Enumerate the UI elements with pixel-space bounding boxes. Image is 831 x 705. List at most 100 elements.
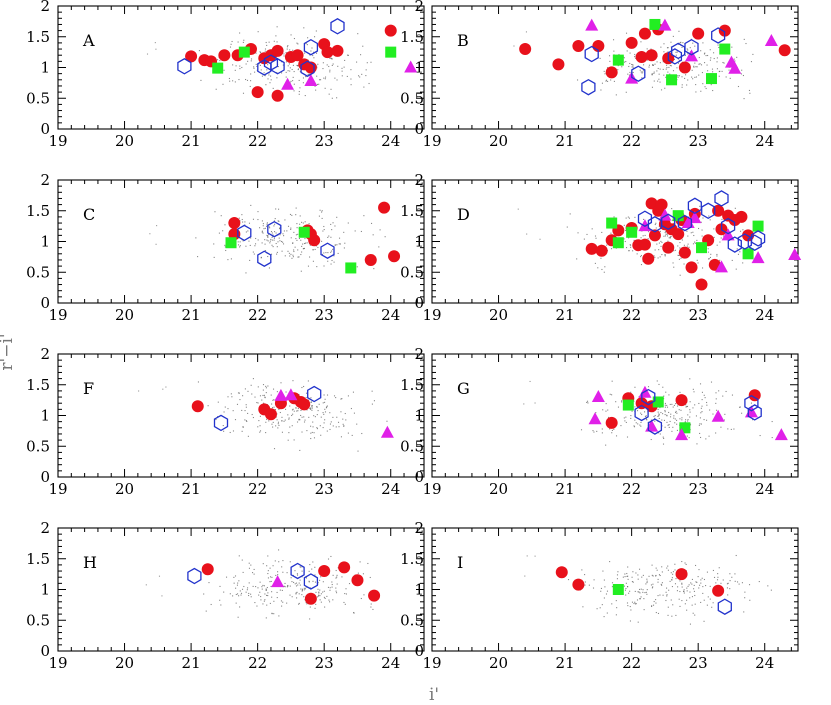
background-dot xyxy=(635,603,637,605)
background-dot xyxy=(291,414,293,417)
background-dot xyxy=(241,559,243,561)
data-point-square xyxy=(606,217,618,229)
background-dot xyxy=(309,407,311,409)
background-dot xyxy=(665,391,667,393)
background-dot xyxy=(605,444,607,446)
background-dot xyxy=(246,79,249,81)
background-dot xyxy=(642,589,644,591)
background-dot xyxy=(646,48,648,50)
background-dot xyxy=(308,399,310,401)
background-dot xyxy=(584,584,586,586)
data-point-hexagon xyxy=(584,45,599,63)
background-dot xyxy=(320,601,322,603)
series-hexagon xyxy=(177,18,345,77)
background-dot xyxy=(324,411,327,413)
background-dot xyxy=(277,427,279,429)
background-dot xyxy=(622,576,624,578)
background-dot xyxy=(665,233,667,235)
background-dot xyxy=(718,567,720,569)
background-dot xyxy=(653,600,655,603)
background-dot xyxy=(319,599,321,601)
background-dot xyxy=(661,584,663,586)
background-dot xyxy=(219,585,221,587)
background-dot xyxy=(271,423,273,425)
background-dot xyxy=(281,605,283,607)
x-tick-label: 21 xyxy=(182,654,201,672)
background-dot xyxy=(343,247,345,249)
background-dot xyxy=(686,84,688,86)
background-dot xyxy=(293,581,295,584)
background-dot xyxy=(666,47,669,49)
background-dot xyxy=(663,51,665,53)
background-dot xyxy=(707,70,709,72)
data-point-triangle xyxy=(585,18,599,31)
background-dot xyxy=(210,603,212,606)
background-dot xyxy=(240,594,242,596)
background-dot xyxy=(322,68,324,70)
data-point-circle xyxy=(675,394,688,407)
background-dot xyxy=(275,232,277,234)
background-dot xyxy=(257,31,259,33)
y-tick-label: 1 xyxy=(40,233,50,251)
background-dot xyxy=(271,244,273,246)
background-dot xyxy=(634,603,637,605)
background-dot xyxy=(743,38,745,40)
background-dot xyxy=(292,80,294,82)
background-dot xyxy=(290,80,292,82)
background-dot xyxy=(602,570,604,572)
background-dot xyxy=(203,593,205,595)
background-dot xyxy=(329,601,331,603)
background-dot xyxy=(318,83,320,85)
background-dot xyxy=(690,582,692,584)
background-dot xyxy=(305,602,307,604)
background-dot xyxy=(309,244,311,246)
background-dot xyxy=(250,58,253,60)
background-dot xyxy=(705,438,707,440)
background-dot xyxy=(343,601,345,604)
background-dot xyxy=(241,430,243,432)
background-dot xyxy=(298,90,300,93)
background-dot xyxy=(344,412,346,415)
background-dot xyxy=(215,88,217,90)
background-dot xyxy=(289,255,291,257)
background-dot xyxy=(265,588,267,590)
x-tick-label: 24 xyxy=(755,132,774,150)
y-tick-label: 2 xyxy=(414,171,424,189)
background-dot xyxy=(623,224,625,226)
background-dot xyxy=(337,252,339,254)
background-dot xyxy=(200,79,202,81)
background-dot xyxy=(706,419,708,421)
background-dot xyxy=(316,427,318,429)
background-dot xyxy=(626,50,628,52)
background-dot xyxy=(613,80,615,82)
background-dot xyxy=(330,223,332,225)
background-dot xyxy=(591,228,593,230)
background-dot xyxy=(304,52,306,54)
background-dot xyxy=(323,422,325,424)
background-dot xyxy=(300,239,302,241)
background-dot xyxy=(329,423,332,425)
background-dot xyxy=(629,71,631,73)
background-dot xyxy=(313,432,315,434)
background-dot xyxy=(322,402,324,404)
background-dot xyxy=(266,239,268,241)
background-dot xyxy=(362,45,364,47)
background-dot xyxy=(634,419,636,421)
background-dot xyxy=(676,67,678,69)
background-dot xyxy=(246,420,248,423)
background-dot xyxy=(662,386,664,388)
background-dot xyxy=(663,437,665,440)
background-dot xyxy=(701,405,703,407)
background-dot xyxy=(296,421,299,423)
background-dot xyxy=(611,394,613,396)
background-dot xyxy=(283,235,285,237)
background-dot xyxy=(317,63,319,65)
background-dot xyxy=(237,241,239,243)
background-dot xyxy=(673,250,675,252)
data-point-square xyxy=(345,262,357,274)
background-dot xyxy=(692,243,694,245)
background-dot xyxy=(296,239,298,241)
background-dot xyxy=(685,74,687,76)
background-dot xyxy=(696,443,698,445)
background-dot xyxy=(662,413,664,415)
